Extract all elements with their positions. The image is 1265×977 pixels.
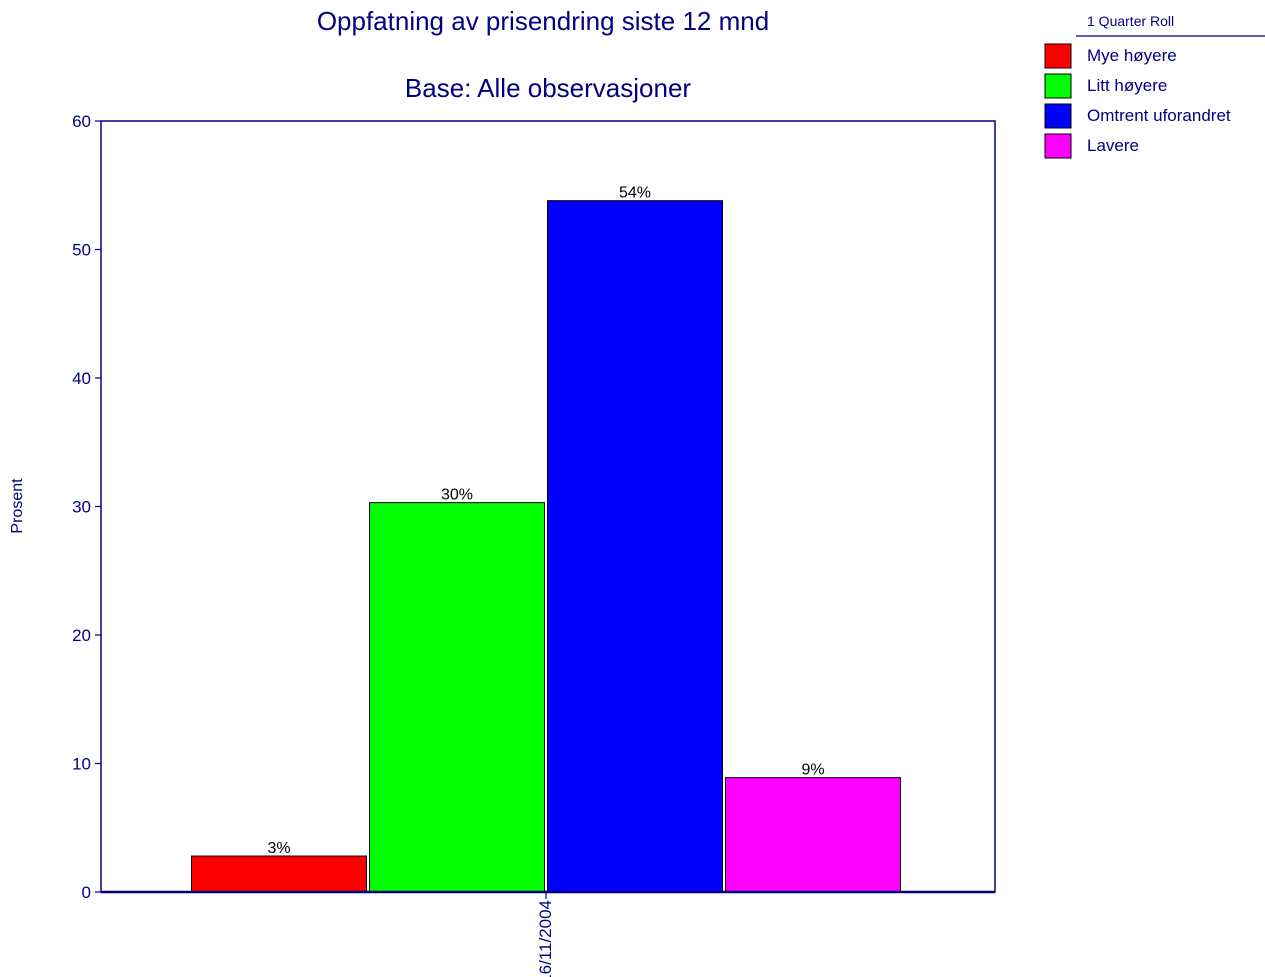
bar-series-group: 3% 30% 54% 9%	[191, 185, 901, 893]
x-tick-label: 16/11/2004	[536, 900, 555, 977]
legend-label: Litt høyere	[1087, 76, 1167, 95]
x-axis: 16/11/2004	[536, 892, 555, 977]
y-tick-label: 60	[72, 112, 91, 131]
legend-swatch	[1044, 73, 1072, 99]
legend-swatch	[1044, 43, 1072, 69]
bar-omtrent-uforandret	[547, 200, 723, 893]
y-axis: 0 10 20 30 40 50 60	[72, 112, 101, 902]
bar-litt-h-yere	[369, 502, 545, 893]
y-tick-label: 30	[72, 498, 91, 517]
chart-subtitle: Base: Alle observasjoner	[405, 73, 692, 103]
bar-value-label: 9%	[801, 762, 824, 779]
legend-title: 1 Quarter Roll	[1087, 13, 1174, 29]
legend: 1 Quarter Roll Mye høyere Litt høyere Omtr…	[1044, 13, 1265, 159]
legend-label: Lavere	[1087, 136, 1139, 155]
legend-label: Mye høyere	[1087, 46, 1177, 65]
y-axis-label: Prosent	[9, 478, 26, 534]
legend-label: Omtrent uforandret	[1087, 106, 1231, 125]
legend-swatch	[1044, 103, 1072, 129]
bar-value-label: 30%	[441, 487, 473, 504]
bar-value-label: 54%	[619, 185, 651, 202]
chart-title: Oppfatning av prisendring siste 12 mnd	[317, 6, 769, 36]
y-tick-label: 20	[72, 626, 91, 645]
y-tick-label: 0	[82, 883, 91, 902]
bar-mye-h-yere	[191, 855, 367, 893]
y-tick-label: 50	[72, 241, 91, 260]
y-tick-label: 10	[72, 755, 91, 774]
bar-lavere	[725, 777, 901, 893]
legend-swatch	[1044, 133, 1072, 159]
bar-value-label: 3%	[267, 840, 290, 857]
y-tick-label: 40	[72, 369, 91, 388]
